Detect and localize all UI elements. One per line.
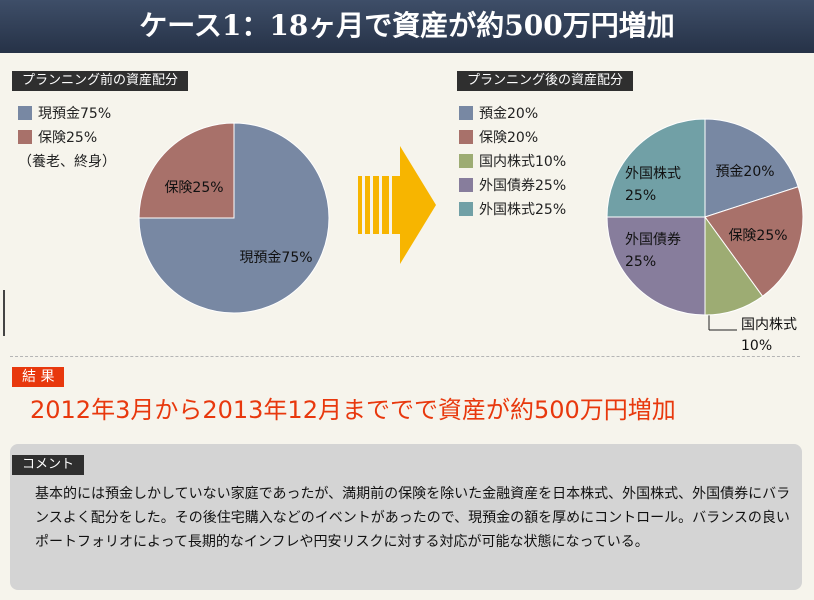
legend-swatch <box>459 154 473 168</box>
transition-arrow-icon <box>358 146 436 264</box>
after-legend: 預金20% 保険20% 国内株式10% 外国債券25% 外国株式25% <box>459 103 566 223</box>
slice-label: 国内株式 <box>741 317 797 333</box>
legend-label: 保険25% <box>38 130 98 146</box>
slice-label: 預金20% <box>715 164 774 180</box>
pie-slice <box>704 118 799 218</box>
before-legend: 現預金75% 保険25% （養老、終身） <box>18 103 116 175</box>
allocation-charts: 現預金75%保険25%預金20%保険25%外国債券25%外国株式25%国内株式1… <box>138 118 804 354</box>
legend-label: 外国債券25% <box>479 178 567 194</box>
slice-label: 保険25% <box>164 180 223 196</box>
slice-label: 25% <box>625 188 656 204</box>
slice-label: 現預金75% <box>239 250 312 266</box>
legend-item: 保険20% <box>459 127 566 151</box>
divider <box>10 356 800 357</box>
slice-label: 外国株式 <box>625 166 681 182</box>
legend-item: 預金20% <box>459 103 566 127</box>
comment-panel <box>10 444 802 590</box>
comment-label: コメント <box>12 455 85 475</box>
legend-swatch <box>18 130 32 144</box>
pie-slice <box>606 118 706 218</box>
legend-label: 国内株式10% <box>479 154 567 170</box>
legend-note: （養老、終身） <box>18 154 116 170</box>
legend-item: 外国債券25% <box>459 175 566 199</box>
result-label: 結 果 <box>12 367 65 387</box>
legend-swatch <box>459 202 473 216</box>
slice-label: 25% <box>625 254 656 270</box>
edge-mark <box>3 290 5 336</box>
legend-swatch <box>459 130 473 144</box>
legend-label: 保険20% <box>479 130 539 146</box>
legend-label: 現預金75% <box>38 106 112 122</box>
pie-slice <box>138 122 235 219</box>
title-banner <box>0 0 814 53</box>
legend-item: 現預金75% <box>18 103 116 127</box>
legend-swatch <box>18 106 32 120</box>
result-text: 2012年3月から2013年12月まででで資産が約500万円増加 <box>30 396 676 424</box>
legend-swatch <box>459 106 473 120</box>
pie-slice <box>138 122 330 314</box>
legend-item: 保険25% <box>18 127 116 151</box>
pie-slice <box>606 216 706 316</box>
page-title: ケース1：18ヶ月で資産が約500万円増加 <box>139 9 675 42</box>
legend-item: 国内株式10% <box>459 151 566 175</box>
slice-label: 保険25% <box>728 228 787 244</box>
legend-swatch <box>459 178 473 192</box>
legend-label: 外国株式25% <box>479 202 567 218</box>
slice-label: 外国債券 <box>625 232 681 248</box>
pie-slice <box>704 186 804 297</box>
legend-label: 預金20% <box>479 106 539 122</box>
after-allocation-label: プランニング後の資産配分 <box>457 71 634 91</box>
legend-item: 外国株式25% <box>459 199 566 223</box>
before-allocation-label: プランニング前の資産配分 <box>12 71 189 91</box>
slice-label: 10% <box>741 338 772 354</box>
comment-text: 基本的には預金しかしていない家庭であったが、満期前の保険を除いた金融資産を日本株… <box>35 486 791 550</box>
